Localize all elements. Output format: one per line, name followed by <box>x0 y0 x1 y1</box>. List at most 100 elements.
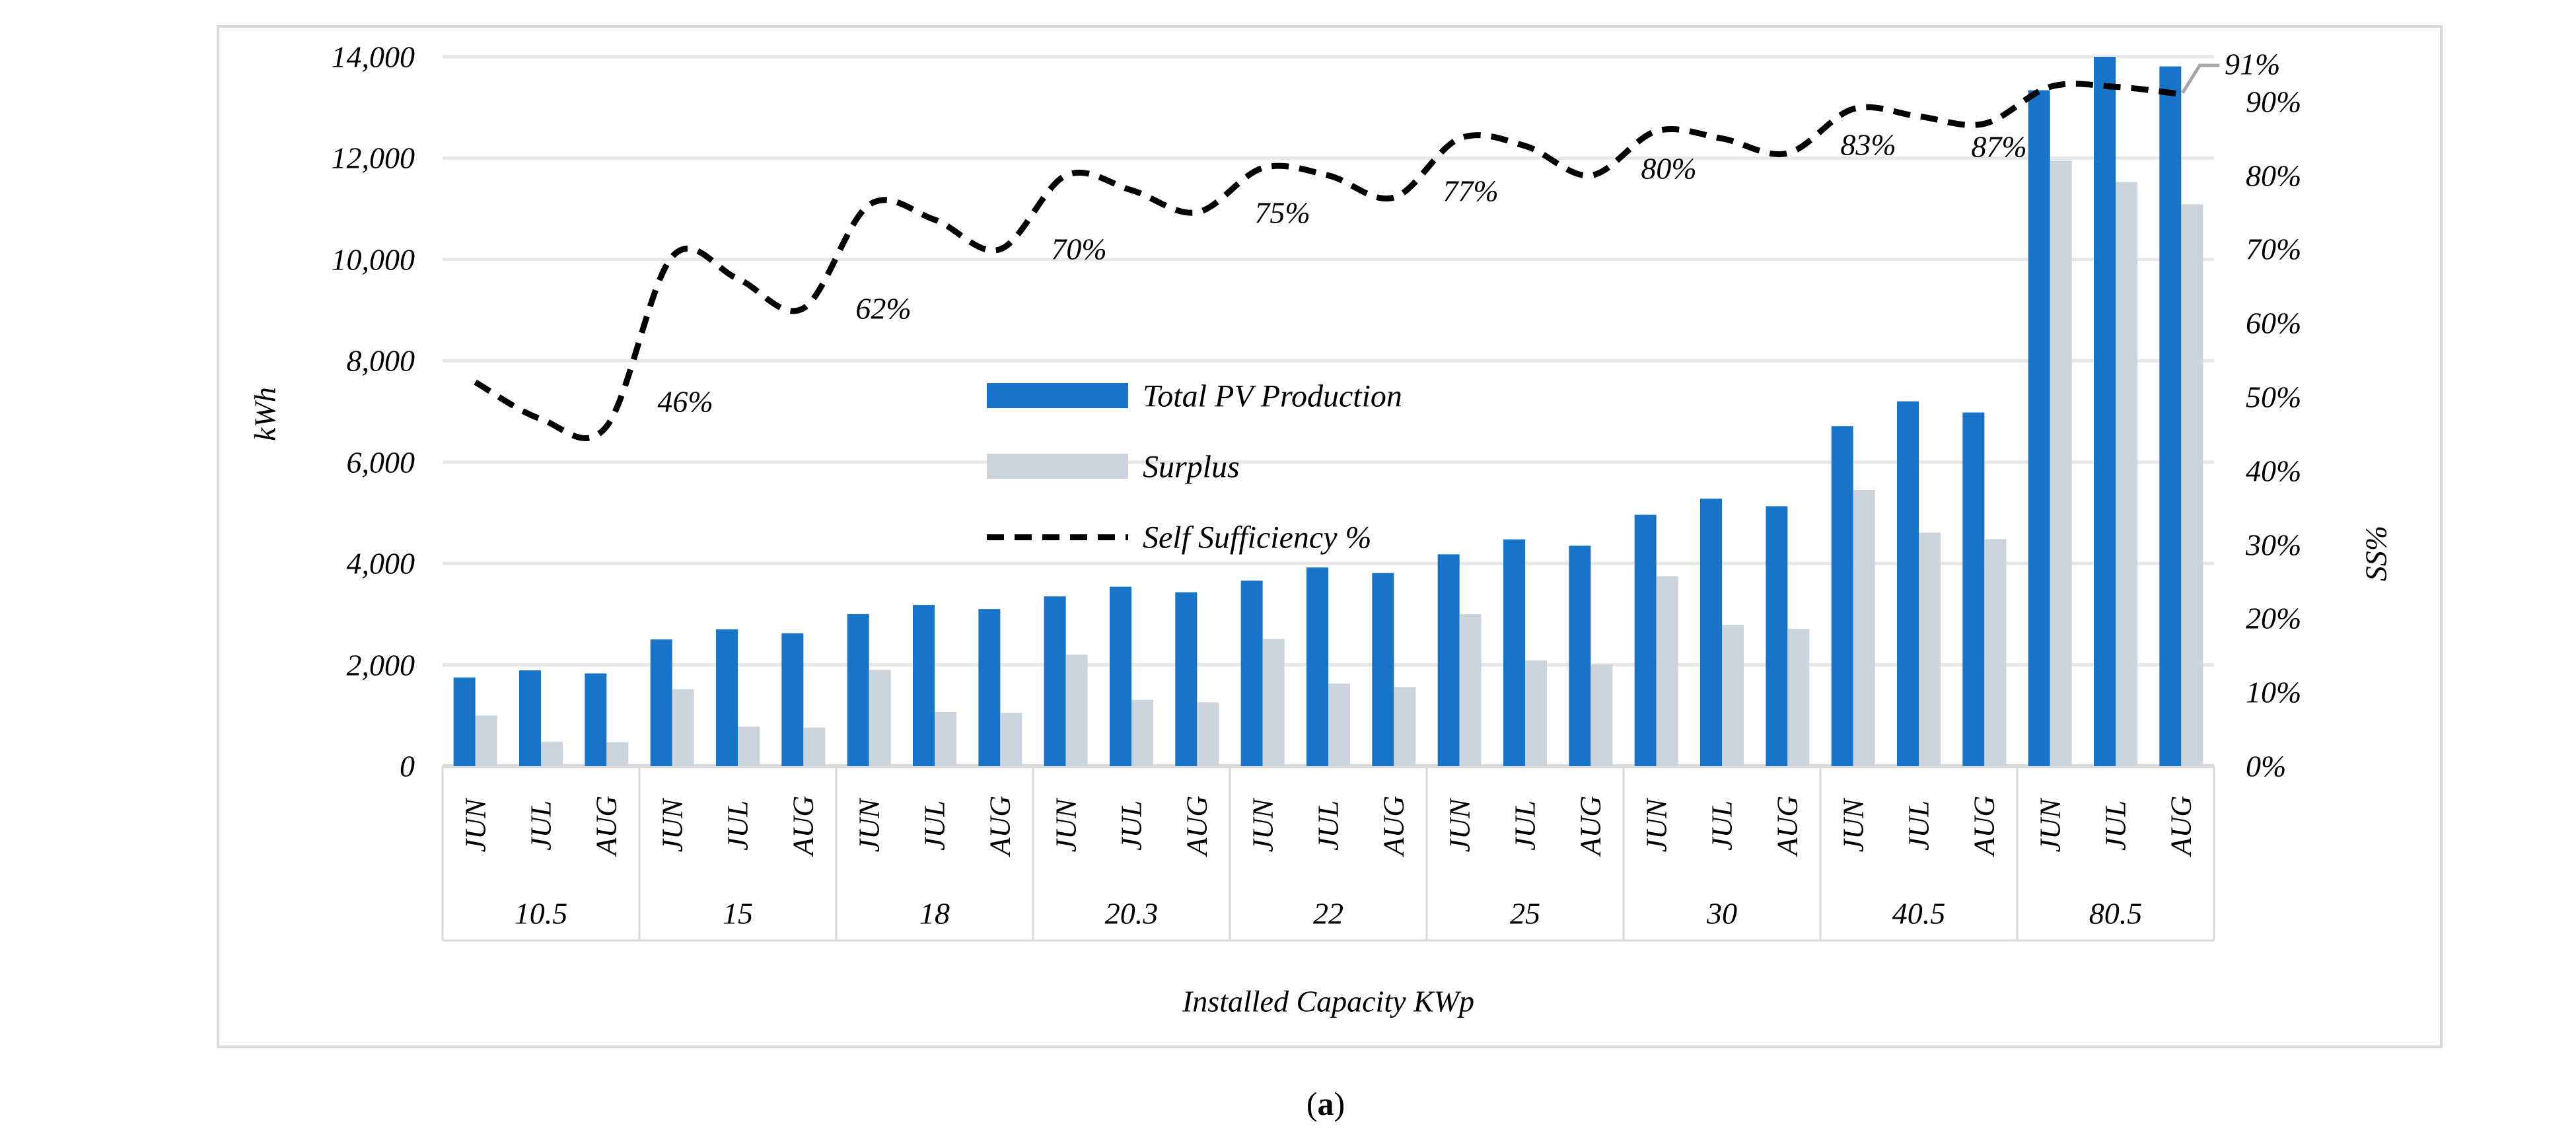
bar-surplus <box>1787 629 1810 766</box>
month-label: JUL <box>1705 800 1738 851</box>
legend-label-self-sufficiency: Self Sufficiency % <box>1143 520 1372 555</box>
month-label: JUL <box>524 800 557 851</box>
legend-label-surplus: Surplus <box>1143 449 1240 485</box>
month-label: JUN <box>1246 798 1279 853</box>
legend-swatch-dashed-line-icon <box>987 534 1128 540</box>
ss-data-label: 87% <box>1971 129 2027 164</box>
month-label: AUG <box>1574 795 1607 856</box>
figure-caption: (a) <box>1306 1084 1345 1123</box>
bar-total-pv-production <box>978 609 1001 766</box>
month-label: JUL <box>1902 800 1935 851</box>
chart-border <box>217 25 2443 1048</box>
month-label: AUG <box>1377 795 1410 856</box>
bar-total-pv-production <box>2028 90 2050 767</box>
month-label: AUG <box>1771 795 1804 856</box>
x-axis-title: Installed Capacity KWp <box>1182 984 1475 1018</box>
right-axis-tick: 60% <box>2246 306 2302 340</box>
month-label: JUN <box>2034 798 2067 853</box>
right-axis-tick: 70% <box>2246 232 2302 266</box>
bar-surplus <box>1722 624 1744 766</box>
bar-surplus <box>1131 699 1153 766</box>
left-axis-tick: 2,000 <box>346 648 415 682</box>
bar-total-pv-production <box>1110 586 1131 766</box>
capacity-group-label: 40.5 <box>1892 896 1946 931</box>
bar-surplus <box>672 689 694 766</box>
left-axis-title: kWh <box>248 387 282 441</box>
bar-surplus <box>1591 664 1613 766</box>
capacity-group-label: 18 <box>919 896 950 931</box>
ss-data-label: 62% <box>855 291 912 326</box>
bar-total-pv-production <box>1766 506 1788 766</box>
bar-total-pv-production <box>781 633 804 766</box>
self-sufficiency-line <box>474 81 2182 441</box>
left-axis-tick: 4,000 <box>346 546 415 581</box>
bar-total-pv-production <box>1306 567 1328 766</box>
month-label: JUN <box>459 798 492 853</box>
bar-total-pv-production <box>519 670 541 766</box>
ss-data-label: 83% <box>1840 127 1896 162</box>
bar-total-pv-production <box>453 677 476 766</box>
ss-data-label: 75% <box>1254 195 1310 229</box>
bar-total-pv-production <box>1897 401 1919 766</box>
capacity-group-label: 80.5 <box>2089 896 2143 931</box>
ss-data-label: 91% <box>2225 47 2281 81</box>
right-axis-tick: 0% <box>2246 749 2287 783</box>
bar-total-pv-production <box>585 673 607 766</box>
bar-surplus <box>1065 654 1088 766</box>
bar-total-pv-production <box>1569 546 1591 766</box>
bar-surplus <box>738 726 760 766</box>
bar-surplus <box>1525 660 1547 766</box>
legend-swatch-surplus-icon <box>987 454 1128 479</box>
capacity-group-label: 22 <box>1313 896 1343 931</box>
caption-close-paren: ) <box>1334 1085 1345 1122</box>
month-label: JUL <box>2099 800 2132 851</box>
bar-surplus <box>1459 614 1482 766</box>
caption-open-paren: ( <box>1306 1085 1318 1122</box>
bar-surplus <box>1919 532 1941 766</box>
right-axis-tick: 20% <box>2246 601 2302 635</box>
month-label: AUG <box>1968 795 2001 856</box>
bar-total-pv-production <box>1634 514 1657 766</box>
month-label: JUL <box>918 800 951 851</box>
bar-total-pv-production <box>1700 498 1722 766</box>
data-label-leader-line <box>2181 63 2220 94</box>
bar-surplus <box>1328 683 1350 766</box>
ss-data-label: 80% <box>1641 151 1697 186</box>
month-label: AUG <box>984 795 1017 856</box>
legend-swatch-total-pv-icon <box>987 383 1128 408</box>
right-axis-tick: 10% <box>2246 675 2302 709</box>
left-axis-tick: 14,000 <box>331 40 415 74</box>
month-label: JUN <box>1050 798 1083 853</box>
bar-total-pv-production <box>1175 592 1198 766</box>
bar-total-pv-production <box>1503 539 1525 766</box>
capacity-group-label: 20.3 <box>1104 896 1159 931</box>
month-label: JUN <box>656 798 689 853</box>
right-axis-tick: 30% <box>2246 528 2302 562</box>
bar-surplus <box>935 711 956 766</box>
right-axis-tick: 80% <box>2246 159 2302 193</box>
bar-total-pv-production <box>1372 573 1394 766</box>
left-axis-tick: 6,000 <box>346 445 415 479</box>
bar-surplus <box>1984 539 2007 766</box>
bar-total-pv-production <box>716 629 738 766</box>
left-axis-tick: 8,000 <box>346 343 415 378</box>
month-label: JUL <box>1312 800 1345 851</box>
bar-surplus <box>1000 713 1022 766</box>
month-label: AUG <box>1180 795 1213 856</box>
bar-total-pv-production <box>2159 66 2182 767</box>
month-label: AUG <box>2165 795 2198 856</box>
bar-surplus <box>1197 702 1219 766</box>
right-axis-tick: 40% <box>2246 454 2302 488</box>
bar-total-pv-production <box>847 614 869 766</box>
caption-letter: a <box>1317 1085 1334 1122</box>
right-axis-title: SS% <box>2359 525 2393 582</box>
bar-total-pv-production <box>1437 554 1460 766</box>
bar-surplus <box>869 670 891 766</box>
ss-data-label: 46% <box>657 384 713 419</box>
left-axis-tick: 12,000 <box>331 141 415 175</box>
bar-surplus <box>1262 639 1285 766</box>
bar-surplus <box>2050 160 2072 766</box>
bar-total-pv-production <box>1240 581 1263 766</box>
month-label: JUL <box>721 800 754 851</box>
